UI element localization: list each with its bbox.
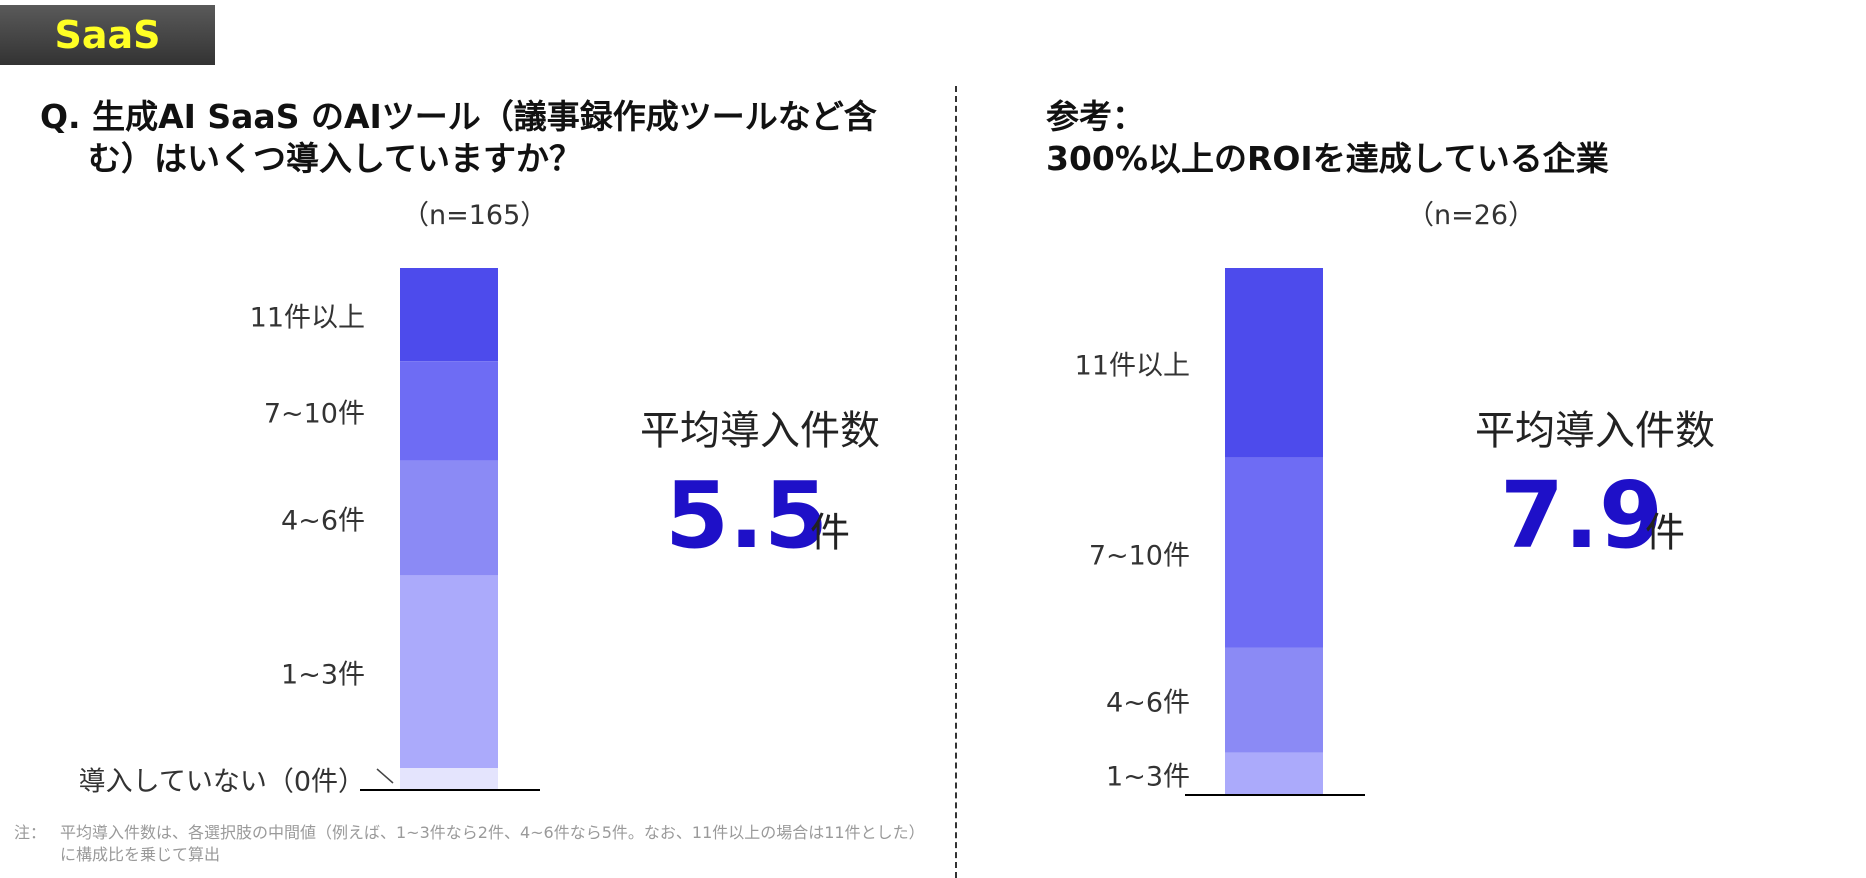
right-average-unit: 件 — [1645, 510, 1685, 556]
right-average-value: 7.9 — [1500, 462, 1663, 569]
footnote-text: 平均導入件数は、各選択肢の中間値（例えば、1~3件なら2件、4~6件なら5件。な… — [60, 823, 925, 864]
bar-segment-left-3 — [400, 575, 498, 768]
right-title-line2: 300%以上のROIを達成している企業 — [1046, 139, 1609, 178]
category-label-left-1: 7~10件 — [263, 398, 365, 430]
panel-divider — [955, 86, 957, 878]
left-title-line2: む）はいくつ導入していますか？ — [88, 139, 583, 178]
category-label-right-1: 7~10件 — [1088, 540, 1190, 572]
bar-segment-left-4 — [400, 768, 498, 790]
right-reference-title: 参考： 300%以上のROIを達成している企業 — [1046, 96, 1609, 180]
bar-segment-left-2 — [400, 460, 498, 576]
left-title-line1: Q. 生成AI SaaS のAIツール（議事録作成ツールなど含 — [40, 97, 877, 136]
section-tag: SaaS — [0, 5, 215, 65]
left-average-value: 5.5 — [665, 462, 828, 569]
left-question-title: Q. 生成AI SaaS のAIツール（議事録作成ツールなど含 む）はいくつ導入… — [40, 96, 877, 180]
right-sample-size: （n=26） — [1407, 200, 1536, 231]
right-average-title: 平均導入件数 — [1475, 408, 1715, 454]
bar-segment-right-1 — [1225, 457, 1323, 648]
leader-line-left-4 — [376, 768, 394, 784]
left-sample-size: （n=165） — [402, 200, 548, 231]
category-label-left-0: 11件以上 — [249, 302, 365, 334]
category-label-left-2: 4~6件 — [281, 505, 365, 537]
bar-segment-right-3 — [1225, 752, 1323, 795]
category-label-right-3: 1~3件 — [1106, 761, 1190, 793]
bar-segment-left-1 — [400, 361, 498, 461]
category-label-right-2: 4~6件 — [1106, 687, 1190, 719]
bar-segment-left-0 — [400, 268, 498, 362]
category-label-right-0: 11件以上 — [1074, 350, 1190, 382]
right-title-line1: 参考： — [1046, 97, 1145, 136]
category-label-left-3: 1~3件 — [281, 659, 365, 691]
left-average-unit: 件 — [810, 510, 850, 556]
category-label-left-4: 導入していない（0件） — [78, 766, 365, 798]
left-average-title: 平均導入件数 — [640, 408, 880, 454]
bar-segment-right-2 — [1225, 647, 1323, 753]
footnote-label: 注： — [14, 823, 47, 842]
bar-segment-right-0 — [1225, 268, 1323, 458]
